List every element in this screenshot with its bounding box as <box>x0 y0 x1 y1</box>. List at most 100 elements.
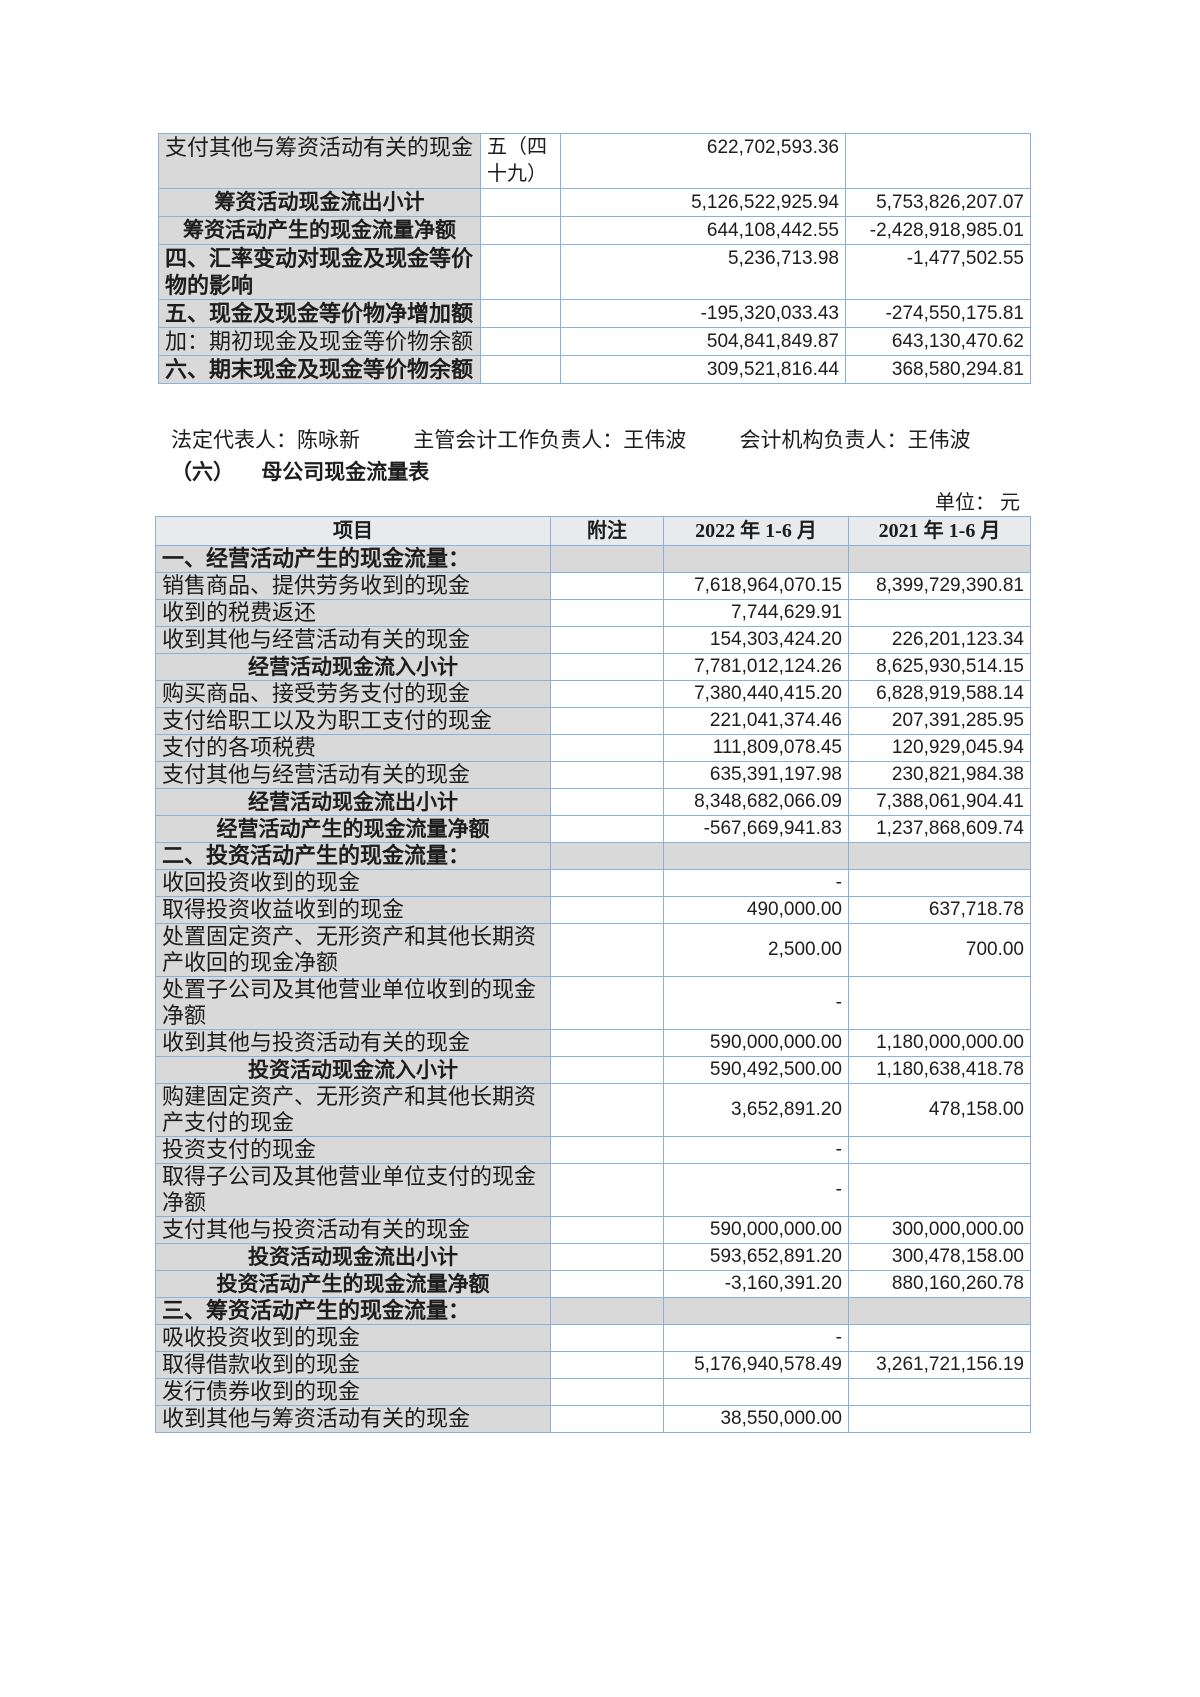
row-label: 取得借款收到的现金 <box>155 1351 551 1379</box>
row-label: 取得投资收益收到的现金 <box>155 896 551 924</box>
consolidated-cash-flow-table-body: 支付其他与筹资活动有关的现金 五（四十九） 622,702,593.36 筹资活动现金… <box>158 133 1031 384</box>
row-note <box>550 1378 664 1406</box>
amount-2022: 590,492,500.00 <box>663 1056 849 1084</box>
amount-2022: 593,652,891.20 <box>663 1243 849 1271</box>
row-label: 支付的各项税费 <box>155 734 551 762</box>
amount-2021 <box>848 1163 1031 1217</box>
amount-2021: 368,580,294.81 <box>845 355 1031 384</box>
row-label: 处置子公司及其他营业单位收到的现金净额 <box>155 976 551 1030</box>
row-label: 投资支付的现金 <box>155 1136 551 1164</box>
amount-2022: 5,176,940,578.49 <box>663 1351 849 1379</box>
row-note <box>550 869 664 897</box>
amount-2022: 635,391,197.98 <box>663 761 849 789</box>
amount-2021: 300,000,000.00 <box>848 1216 1031 1244</box>
row-label: 购建固定资产、无形资产和其他长期资产支付的现金 <box>155 1083 551 1137</box>
amount-2021 <box>848 976 1031 1030</box>
amount-2021: 637,718.78 <box>848 896 1031 924</box>
amount-2022: 7,744,629.91 <box>663 599 849 627</box>
row-label: 五、现金及现金等价物净增加额 <box>158 299 481 328</box>
row-note <box>550 1216 664 1244</box>
amount-2022 <box>663 1297 849 1325</box>
row-label: 二、投资活动产生的现金流量： <box>155 842 551 870</box>
row-label: 一、经营活动产生的现金流量： <box>155 545 551 573</box>
amount-2022: 8,348,682,066.09 <box>663 788 849 816</box>
amount-2021: 230,821,984.38 <box>848 761 1031 789</box>
row-label: 投资活动现金流入小计 <box>155 1056 551 1084</box>
row-label: 收到其他与投资活动有关的现金 <box>155 1029 551 1057</box>
chief-accountant: 主管会计工作负责人：王伟波 <box>413 428 687 452</box>
amount-2022: 3,652,891.20 <box>663 1083 849 1137</box>
amount-2021 <box>848 1378 1031 1406</box>
amount-2022: -3,160,391.20 <box>663 1270 849 1298</box>
amount-2022: - <box>663 1324 849 1352</box>
amount-2022: - <box>663 976 849 1030</box>
amount-2022: 221,041,374.46 <box>663 707 849 735</box>
column-header: 2021 年 1-6 月 <box>848 516 1031 546</box>
row-note <box>550 761 664 789</box>
unit-label: 单位： 元 <box>935 492 1020 514</box>
table-row: 投资活动现金流入小计 590,492,500.00 1,180,638,418.78 <box>155 1056 1031 1084</box>
parent-cash-flow-table-body: 一、经营活动产生的现金流量： 销售商品、提供劳务收到的现金 7,618,964,07… <box>155 545 1031 1433</box>
table-row: 投资支付的现金 - <box>155 1136 1031 1164</box>
row-label: 经营活动产生的现金流量净额 <box>155 815 551 843</box>
table-row: 收到其他与经营活动有关的现金 154,303,424.20 226,201,123.… <box>155 626 1031 654</box>
amount-2022 <box>663 545 849 573</box>
amount-2021 <box>848 1136 1031 1164</box>
table-row: 取得借款收到的现金 5,176,940,578.49 3,261,721,156.1… <box>155 1351 1031 1379</box>
amount-2021 <box>845 133 1031 189</box>
row-label: 筹资活动现金流出小计 <box>158 188 481 217</box>
row-note <box>550 815 664 843</box>
signature-line: 法定代表人：陈咏新 主管会计工作负责人：王伟波 会计机构负责人：王伟波 <box>171 424 1041 454</box>
row-label: 购买商品、接受劳务支付的现金 <box>155 680 551 708</box>
row-label: 四、汇率变动对现金及现金等价物的影响 <box>158 244 481 300</box>
amount-2021: -274,550,175.81 <box>845 299 1031 328</box>
row-note <box>550 1056 664 1084</box>
row-note <box>480 355 561 384</box>
row-label: 三、筹资活动产生的现金流量： <box>155 1297 551 1325</box>
amount-2021: 1,180,000,000.00 <box>848 1029 1031 1057</box>
row-label: 经营活动现金流出小计 <box>155 788 551 816</box>
table-row: 购买商品、接受劳务支付的现金 7,380,440,415.20 6,828,919,… <box>155 680 1031 708</box>
row-label: 加：期初现金及现金等价物余额 <box>158 327 481 356</box>
amount-2021: 3,261,721,156.19 <box>848 1351 1031 1379</box>
row-label: 投资活动现金流出小计 <box>155 1243 551 1271</box>
amount-2022: 504,841,849.87 <box>560 327 846 356</box>
amount-2022: 7,618,964,070.15 <box>663 572 849 600</box>
amount-2022: 590,000,000.00 <box>663 1216 849 1244</box>
amount-2021: 5,753,826,207.07 <box>845 188 1031 217</box>
amount-2022: 38,550,000.00 <box>663 1405 849 1433</box>
amount-2022: 5,236,713.98 <box>560 244 846 300</box>
page-title: 母公司现金流量表 <box>261 460 430 484</box>
amount-2022: 644,108,442.55 <box>560 216 846 245</box>
amount-2021: 226,201,123.34 <box>848 626 1031 654</box>
amount-2021 <box>848 1405 1031 1433</box>
row-note <box>550 626 664 654</box>
table-row: 收回投资收到的现金 - <box>155 869 1031 897</box>
amount-2022: 111,809,078.45 <box>663 734 849 762</box>
amount-2021 <box>848 869 1031 897</box>
amount-2021: 8,399,729,390.81 <box>848 572 1031 600</box>
row-note <box>480 244 561 300</box>
amount-2021: 643,130,470.62 <box>845 327 1031 356</box>
row-label: 支付给职工以及为职工支付的现金 <box>155 707 551 735</box>
row-note <box>550 599 664 627</box>
table-row: 四、汇率变动对现金及现金等价物的影响 5,236,713.98 -1,477,502… <box>158 244 1031 300</box>
amount-2022: 7,380,440,415.20 <box>663 680 849 708</box>
table-row: 一、经营活动产生的现金流量： <box>155 545 1031 573</box>
legal-representative: 法定代表人：陈咏新 <box>171 428 360 452</box>
row-note <box>550 545 664 573</box>
table-row: 支付的各项税费 111,809,078.45 120,929,045.94 <box>155 734 1031 762</box>
row-note <box>550 1029 664 1057</box>
table-row: 三、筹资活动产生的现金流量： <box>155 1297 1031 1325</box>
row-label: 经营活动现金流入小计 <box>155 653 551 681</box>
amount-2022 <box>663 1378 849 1406</box>
row-label: 吸收投资收到的现金 <box>155 1324 551 1352</box>
amount-2021: -2,428,918,985.01 <box>845 216 1031 245</box>
row-note <box>550 1297 664 1325</box>
amount-2021 <box>848 1297 1031 1325</box>
table-row: 销售商品、提供劳务收到的现金 7,618,964,070.15 8,399,729,… <box>155 572 1031 600</box>
row-note <box>550 1405 664 1433</box>
section-heading: （六） 母公司现金流量表 <box>171 456 429 486</box>
table-row: 取得投资收益收到的现金 490,000.00 637,718.78 <box>155 896 1031 924</box>
